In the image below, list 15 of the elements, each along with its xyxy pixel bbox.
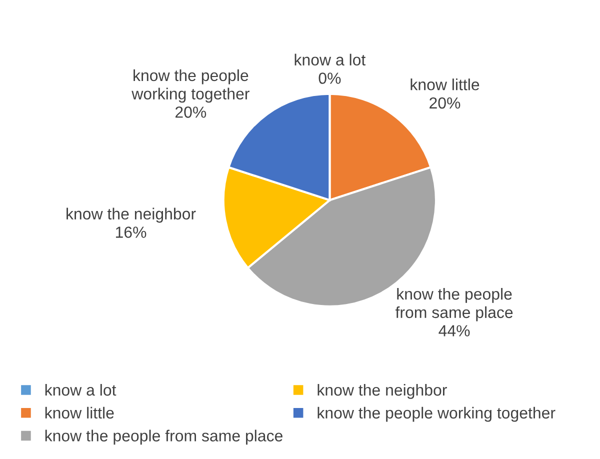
legend-label: know the people from same place <box>45 430 282 445</box>
data-label: 16% <box>116 226 146 238</box>
data-label: 20% <box>430 97 460 109</box>
text: 0% <box>318 72 341 84</box>
legend-label: know the people working together <box>318 406 556 422</box>
slice-label: know the people working together <box>132 69 250 103</box>
legend-label: know a lot <box>45 384 116 396</box>
data-label: 44% <box>438 325 470 336</box>
legend-label: know the neighbor <box>318 384 447 399</box>
legend-label: know little <box>45 406 114 419</box>
slice-label: know little <box>410 78 480 90</box>
slice-label: know the people from same place <box>395 288 513 322</box>
category-label: know a lot <box>294 54 366 66</box>
slice-label: know the neighbor <box>66 208 196 223</box>
data-label: 20% <box>175 106 206 118</box>
